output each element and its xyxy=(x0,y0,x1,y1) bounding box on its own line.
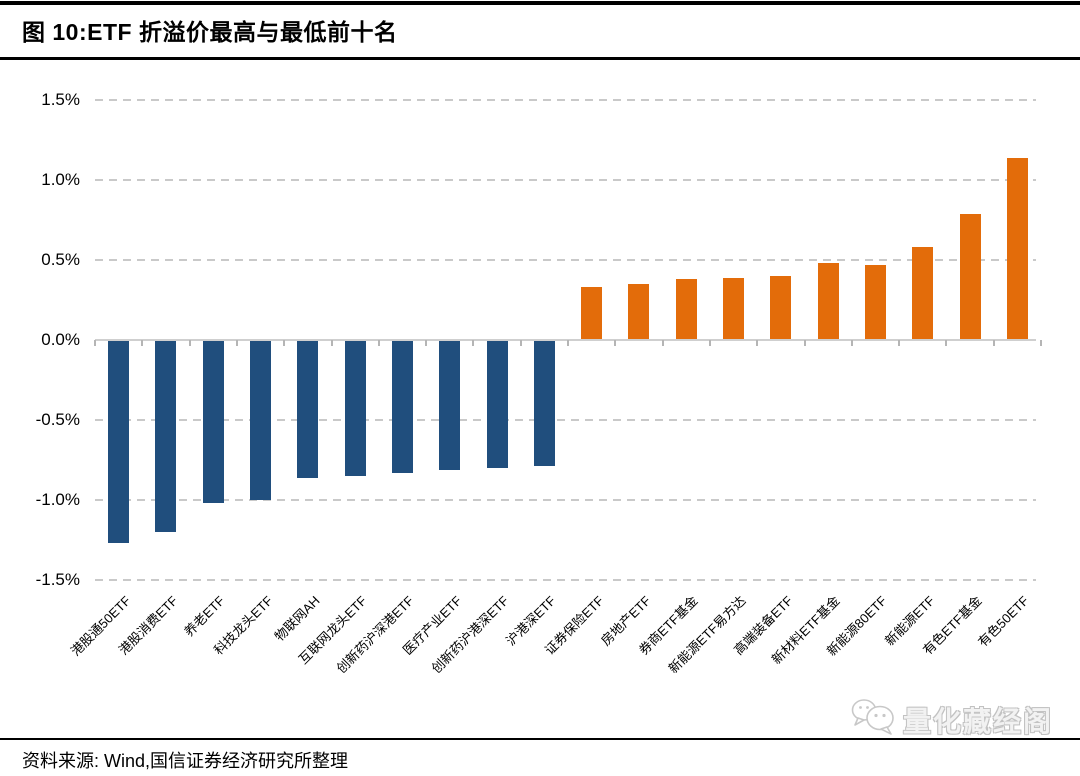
x-axis-line xyxy=(95,339,1036,341)
x-axis-tick xyxy=(898,340,901,346)
gridline xyxy=(95,179,1036,181)
x-axis-tick xyxy=(94,340,96,346)
etf-premium-discount-bar-chart: 1.5% 1.0% 0.5% 0.0% -0.5% -1.0% -1.5% 港股通50ETF 港… xyxy=(35,90,1042,676)
x-axis-tick xyxy=(472,340,475,346)
gridline xyxy=(95,259,1036,261)
bar-新能源ETF易方达 xyxy=(723,277,745,339)
title-rule xyxy=(0,57,1080,60)
bar-物联网AH xyxy=(297,341,319,478)
x-axis-tick xyxy=(756,340,759,346)
bar-有色50ETF xyxy=(1006,157,1028,339)
bar-房地产ETF xyxy=(628,284,650,339)
bar-券商ETF基金 xyxy=(675,279,697,339)
bar-医疗产业ETF xyxy=(439,341,461,470)
x-axis-tick xyxy=(945,340,948,346)
bar-创新药沪深港ETF xyxy=(391,341,413,473)
bar-新能源80ETF xyxy=(864,264,886,339)
x-axis-tick xyxy=(1040,340,1042,346)
gridline xyxy=(95,579,1036,581)
x-axis-tick xyxy=(425,340,428,346)
bar-创新药沪港深ETF xyxy=(486,341,508,468)
x-axis-tick xyxy=(330,340,333,346)
bar-沪港深ETF xyxy=(533,341,555,467)
footer-rule xyxy=(0,738,1080,740)
x-axis-tick xyxy=(803,340,806,346)
x-axis-tick xyxy=(283,340,286,346)
x-axis-tick xyxy=(992,340,995,346)
bar-高端装备ETF xyxy=(770,276,792,339)
top-rule xyxy=(0,1,1080,5)
x-axis-tick xyxy=(614,340,617,346)
bar-有色ETF基金 xyxy=(959,213,981,339)
y-axis-tick-label: -0.5% xyxy=(35,410,80,429)
y-axis-tick-label: 0.0% xyxy=(41,330,80,349)
gridline xyxy=(95,99,1036,101)
bar-港股消费ETF xyxy=(155,341,177,532)
bar-新材料ETF基金 xyxy=(817,263,839,339)
source-note: 资料来源: Wind,国信证券经济研究所整理 xyxy=(22,751,349,771)
x-axis-tick xyxy=(377,340,380,346)
x-axis-tick xyxy=(708,340,711,346)
y-axis-tick-label: 1.0% xyxy=(41,170,80,189)
wechat-bubbles-icon xyxy=(850,697,898,744)
x-axis-tick xyxy=(567,340,569,346)
x-axis-tick xyxy=(235,340,238,346)
y-axis-tick-label: -1.0% xyxy=(35,490,80,509)
y-axis-tick-label: 0.5% xyxy=(41,250,80,269)
bar-新能源ETF xyxy=(912,247,934,339)
gridline xyxy=(95,419,1036,421)
y-axis-tick-label: -1.5% xyxy=(35,570,80,589)
watermark: 量化藏经阁 xyxy=(850,698,1053,742)
bar-养老ETF xyxy=(202,341,224,504)
x-axis-tick xyxy=(188,340,191,346)
figure-title: 图 10:ETF 折溢价最高与最低前十名 xyxy=(22,19,398,45)
x-axis-tick xyxy=(141,340,144,346)
gridline xyxy=(95,499,1036,501)
x-axis-tick xyxy=(519,340,522,346)
y-axis-tick-label: 1.5% xyxy=(41,90,80,109)
watermark-text: 量化藏经阁 xyxy=(903,706,1054,737)
bar-证券保险ETF xyxy=(581,287,603,339)
x-axis-tick xyxy=(661,340,664,346)
bar-港股通50ETF xyxy=(108,341,130,544)
bar-科技龙头ETF xyxy=(250,341,272,500)
x-axis-tick xyxy=(850,340,853,346)
bar-互联网龙头ETF xyxy=(344,341,366,476)
